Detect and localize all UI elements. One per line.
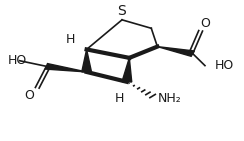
- Text: S: S: [118, 4, 126, 18]
- Text: NH₂: NH₂: [157, 92, 181, 105]
- Text: O: O: [24, 89, 34, 102]
- Text: HO: HO: [7, 54, 27, 67]
- Polygon shape: [82, 49, 92, 72]
- Text: H: H: [115, 92, 124, 104]
- Polygon shape: [157, 47, 194, 56]
- Text: O: O: [200, 17, 210, 30]
- Polygon shape: [45, 64, 87, 72]
- Text: H: H: [66, 33, 75, 46]
- Text: HO: HO: [215, 59, 234, 72]
- Polygon shape: [122, 58, 132, 82]
